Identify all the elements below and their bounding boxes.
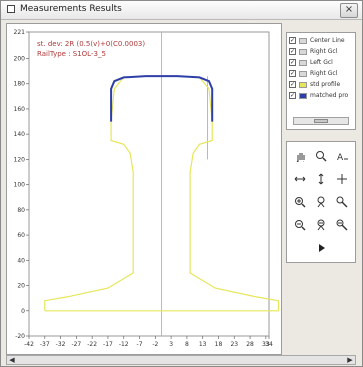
legend-swatch — [299, 71, 307, 77]
legend-label: Right Gcl — [310, 70, 338, 77]
legend-scrollbar[interactable] — [293, 117, 349, 125]
legend-checkbox[interactable]: ✓ — [289, 81, 296, 88]
move-cross-icon[interactable] — [333, 171, 351, 187]
y-tick-label: 180 — [14, 81, 26, 88]
window-icon — [7, 5, 15, 13]
x-tick-label: -37 — [40, 341, 50, 348]
x-tick-label: 18 — [215, 341, 223, 348]
horizontal-arrows-icon[interactable] — [291, 171, 309, 187]
profile-plot[interactable]: -42 -37 -32 -27 -22 -17 -12 -7 -2 3 8 13 18 23 28 33 34 -… — [6, 23, 282, 355]
legend-item[interactable]: ✓ matched pro — [289, 91, 355, 101]
y-tick-label: 221 — [14, 29, 26, 36]
text-tool-icon[interactable]: A — [333, 148, 351, 164]
y-tick-label: 80 — [17, 207, 25, 214]
zoom-out-diagonal-icon[interactable] — [333, 217, 351, 233]
x-tick-label: 23 — [230, 341, 238, 348]
horizontal-scrollbar[interactable]: ◀ ▶ — [6, 355, 356, 365]
legend-checkbox[interactable]: ✓ — [289, 70, 296, 77]
legend-item[interactable]: ✓ Right Gcl — [289, 69, 355, 79]
legend-checkbox[interactable]: ✓ — [289, 92, 296, 99]
x-tick-label: -22 — [87, 341, 97, 348]
plot-area — [28, 31, 270, 337]
y-tick-label: 60 — [17, 232, 25, 239]
legend-label: std profile — [310, 81, 341, 88]
zoom-in-icon[interactable] — [291, 194, 309, 210]
x-tick-label: -2 — [152, 341, 158, 348]
scroll-left-icon[interactable]: ◀ — [9, 356, 15, 364]
legend-item[interactable]: ✓ std profile — [289, 80, 355, 90]
legend-checkbox[interactable]: ✓ — [289, 59, 296, 66]
x-tick-label: 8 — [185, 341, 189, 348]
legend-label: matched pro — [310, 92, 349, 99]
annotation-line: st. dev: 2R (0.5(v)+0(C0.0003) — [37, 40, 145, 48]
legend-scroll-thumb[interactable] — [314, 119, 328, 123]
y-tick-label: 0 — [21, 308, 25, 315]
zoom-icon[interactable] — [312, 148, 330, 164]
legend-checkbox[interactable]: ✓ — [289, 37, 296, 44]
x-tick-label: 3 — [169, 341, 173, 348]
legend-swatch — [299, 60, 307, 66]
y-tick-label: 160 — [14, 106, 26, 113]
x-tick-label: -17 — [103, 341, 113, 348]
svg-text:A: A — [337, 153, 344, 162]
legend-checkbox[interactable]: ✓ — [289, 48, 296, 55]
tool-panel: A — [286, 141, 356, 263]
y-tick-label: 40 — [17, 257, 25, 264]
scroll-right-icon[interactable]: ▶ — [347, 356, 353, 364]
zoom-in-diagonal-icon[interactable] — [333, 194, 351, 210]
legend-swatch — [299, 49, 307, 55]
legend-item[interactable]: ✓ Left Gcl — [289, 58, 355, 68]
legend-panel: ✓ Center Line ✓ Right Gcl ✓ Left Gcl ✓ Right Gc… — [286, 32, 356, 130]
play-icon[interactable] — [312, 240, 330, 256]
x-tick-label: -7 — [137, 341, 143, 348]
matched-profile-line — [110, 75, 214, 122]
legend-label: Center Line — [310, 37, 345, 44]
y-tick-label: 20 — [17, 283, 25, 290]
title-bar[interactable]: Measurements Results × — [1, 1, 362, 20]
annotation-line: RailType : S1OL-3_5 — [37, 50, 106, 58]
y-tick-label: 120 — [14, 156, 26, 163]
close-button[interactable]: × — [340, 3, 358, 18]
window-title: Measurements Results — [20, 4, 122, 14]
legend-swatch — [299, 38, 307, 44]
pan-hand-icon[interactable] — [291, 148, 309, 164]
zoom-out-icon[interactable] — [291, 217, 309, 233]
x-tick-label: -32 — [56, 341, 66, 348]
legend-swatch — [299, 82, 307, 88]
legend-item[interactable]: ✓ Center Line — [289, 36, 355, 46]
legend-item[interactable]: ✓ Right Gcl — [289, 47, 355, 57]
y-tick-label: 200 — [14, 55, 26, 62]
legend-label: Left Gcl — [310, 59, 333, 66]
x-tick-label: 34 — [265, 341, 273, 348]
y-tick-label: 140 — [14, 131, 26, 138]
x-tick-label: -27 — [71, 341, 81, 348]
x-tick-label: 33 — [262, 341, 270, 348]
x-tick-label: -12 — [119, 341, 129, 348]
y-tick-label: -20 — [15, 333, 25, 340]
zoom-out-vertical-icon[interactable] — [312, 217, 330, 233]
zoom-in-vertical-icon[interactable] — [312, 194, 330, 210]
vertical-arrows-icon[interactable] — [312, 171, 330, 187]
x-tick-label: 28 — [246, 341, 254, 348]
legend-label: Right Gcl — [310, 48, 338, 55]
y-tick-label: 100 — [14, 182, 26, 189]
x-tick-label: 13 — [199, 341, 207, 348]
legend-swatch — [299, 93, 307, 99]
x-tick-label: -42 — [24, 341, 34, 348]
